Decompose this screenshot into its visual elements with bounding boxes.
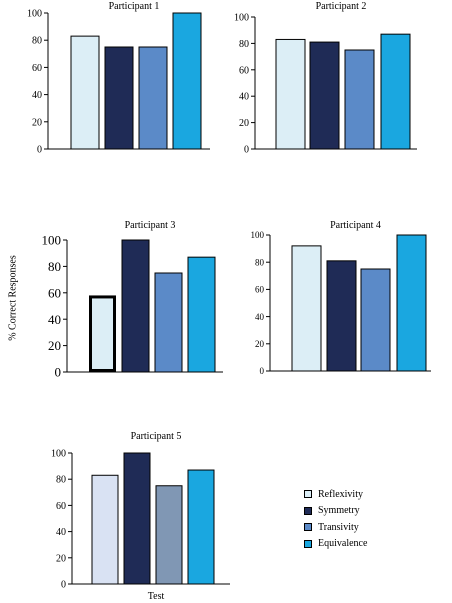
panel-1-tick-label-40: 40 <box>32 90 42 101</box>
panel-3-title: Participant 3 <box>125 220 176 231</box>
legend-swatch-transivity <box>304 523 312 532</box>
panel-5-tick-label-80: 80 <box>56 475 66 486</box>
panel-3-tick-label-40: 40 <box>48 312 61 327</box>
panel-2-tick-label-20: 20 <box>239 118 249 129</box>
panel-4-title: Participant 4 <box>330 220 381 231</box>
legend-swatch-equivalence <box>304 539 312 548</box>
panel-4-bar-reflexivity <box>291 245 322 372</box>
panel-2-tick-label-60: 60 <box>239 65 249 76</box>
panel-4-bar-transivity <box>360 268 391 372</box>
panel-5-bar-reflexivity <box>91 474 119 585</box>
legend-label-equivalence: Equivalence <box>318 538 368 550</box>
panel-5-title: Participant 5 <box>131 431 182 442</box>
panel-5-bar-equivalence <box>187 469 215 585</box>
panel-3-tick-label-20: 20 <box>48 338 61 353</box>
panel-3-bar-reflexivity <box>89 295 116 372</box>
panel-3-bar-symmetry <box>121 239 150 373</box>
legend-item-equivalence: Equivalence <box>304 536 367 553</box>
legend-label-transivity: Transivity <box>318 521 359 533</box>
legend-label-reflexivity: Reflexivity <box>318 488 363 500</box>
panel-1-tick-label-80: 80 <box>32 36 42 47</box>
panel-2-bar-reflexivity <box>275 38 306 150</box>
panel-4-tick-label-40: 40 <box>255 312 265 322</box>
panel-1-bar-reflexivity <box>70 35 100 150</box>
panel-3-tick-label-0: 0 <box>55 365 62 380</box>
panel-2-tick-label-100: 100 <box>234 13 249 24</box>
panel-1-title: Participant 1 <box>109 1 160 12</box>
panel-4-tick-label-80: 80 <box>255 257 265 267</box>
panel-4-bar-equivalence <box>396 234 427 372</box>
legend-item-symmetry: Symmetry <box>304 503 367 520</box>
panel-5-tick-label-20: 20 <box>56 553 66 564</box>
legend-swatch-symmetry <box>304 506 312 515</box>
panel-2-bar-symmetry <box>309 41 340 150</box>
panel-2-bar-equivalence <box>380 33 411 150</box>
panel-2-tick-label-0: 0 <box>244 145 249 156</box>
panel-2-title: Participant 2 <box>316 1 367 12</box>
panel-5-tick-label-0: 0 <box>61 580 66 591</box>
panel-3-bar-equivalence <box>187 256 216 373</box>
panel-2-tick-label-80: 80 <box>239 39 249 50</box>
panel-1-tick-label-100: 100 <box>27 9 42 20</box>
panel-1-tick-label-20: 20 <box>32 117 42 128</box>
panel-3-bar-transivity <box>154 272 183 373</box>
panel-5-tick-label-40: 40 <box>56 527 66 538</box>
panel-3-tick-label-80: 80 <box>48 259 61 274</box>
panel-1-tick-label-60: 60 <box>32 63 42 74</box>
panel-2-bar-transivity <box>344 49 375 150</box>
panel-2-tick-label-40: 40 <box>239 92 249 103</box>
panel-1-tick-label-0: 0 <box>37 145 42 156</box>
panel-5-tick-label-100: 100 <box>51 449 66 460</box>
legend-item-transivity: Transivity <box>304 519 367 536</box>
panel-1-bar-transivity <box>138 46 168 150</box>
panel-4-tick-label-100: 100 <box>251 230 265 240</box>
panel-1-bar-equivalence <box>172 12 202 150</box>
legend-label-symmetry: Symmetry <box>318 505 360 517</box>
panel-3-tick-label-100: 100 <box>42 233 62 248</box>
panel-3-tick-label-60: 60 <box>48 285 61 300</box>
panel-4-tick-label-20: 20 <box>255 339 265 349</box>
legend-item-reflexivity: Reflexivity <box>304 486 367 503</box>
panel-5-bar-symmetry <box>123 452 151 585</box>
panel-4-tick-label-60: 60 <box>255 285 265 295</box>
panel-5-bar-transivity <box>155 485 183 585</box>
legend-swatch-reflexivity <box>304 490 312 499</box>
panel-1-bar-symmetry <box>104 46 134 150</box>
panel-5-x-label: Test <box>148 591 165 602</box>
panel-5-tick-label-60: 60 <box>56 501 66 512</box>
legend: Reflexivity Symmetry Transivity Equivale… <box>304 486 367 552</box>
panel-4-tick-label-0: 0 <box>260 366 265 376</box>
panel-4-bar-symmetry <box>326 260 357 372</box>
y-axis-label-text: % Correct Responses <box>7 255 19 341</box>
